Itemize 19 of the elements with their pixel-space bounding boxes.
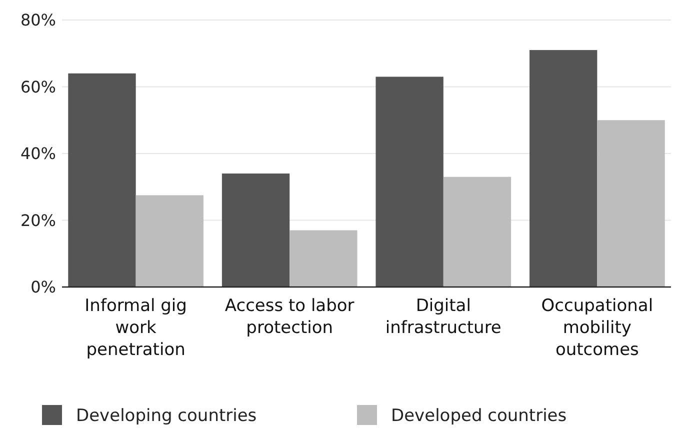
bar — [443, 176, 512, 287]
bar — [68, 73, 136, 287]
y-tick-label: 0% — [30, 278, 56, 297]
legend-label: Developing countries — [76, 406, 257, 426]
x-tick-label: Occupational mobility outcomes — [541, 296, 654, 360]
x-tick-label: Digital infrastructure — [385, 296, 502, 338]
y-tick-label: 40% — [20, 144, 56, 164]
legend-label: Developed countries — [391, 406, 567, 426]
y-tick-label: 80% — [20, 10, 56, 30]
y-tick-label: 20% — [20, 210, 56, 230]
bar — [136, 195, 204, 287]
y-tick-label: 60% — [20, 77, 56, 96]
bar — [597, 120, 665, 287]
bar — [376, 76, 444, 287]
x-tick-label: Access to labor protection — [224, 296, 354, 338]
bar — [222, 174, 290, 287]
bar — [530, 50, 598, 287]
bar — [290, 230, 358, 287]
x-tick-label: Informal gig work penetration — [84, 296, 187, 360]
